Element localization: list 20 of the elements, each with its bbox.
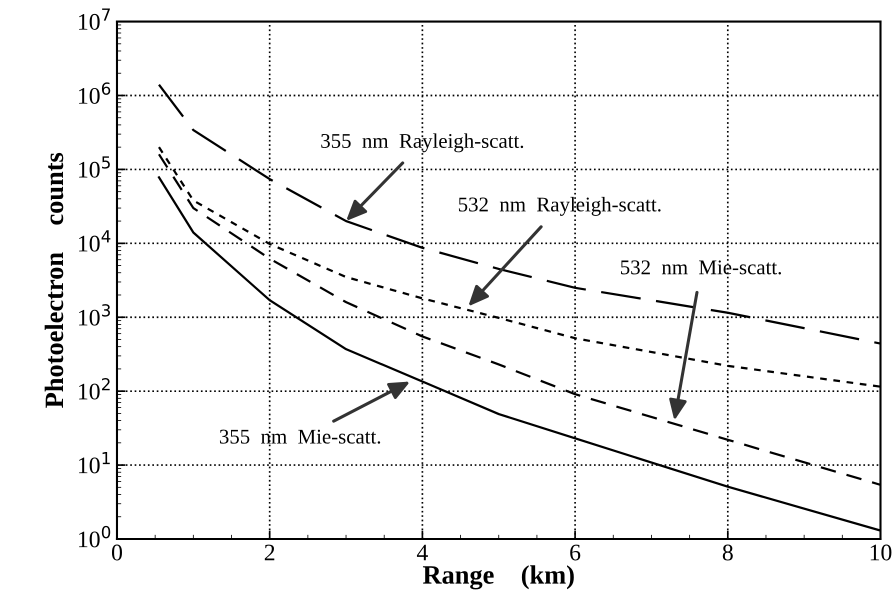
y-axis-title: Photoelectron counts bbox=[44, 152, 64, 408]
x-tick-label: 2 bbox=[264, 544, 274, 560]
y-tick-label: 10$^{3}$ bbox=[79, 304, 110, 326]
annotation: 355 nm Rayleigh-scatt. bbox=[321, 133, 524, 152]
x-tick-label: 4 bbox=[416, 544, 428, 560]
y-tick-label: 10$^{6}$ bbox=[79, 82, 110, 104]
x-tick-label: 6 bbox=[570, 544, 580, 560]
y-tick-label: 10$^{2}$ bbox=[79, 378, 110, 400]
annotation: 355 nm Mie-scatt. bbox=[220, 430, 380, 444]
y-tick-label: 10$^{7}$ bbox=[79, 8, 110, 30]
x-tick-label: 8 bbox=[722, 544, 733, 560]
y-tick-label: 10$^{5}$ bbox=[79, 156, 110, 178]
x-tick-label: 0 bbox=[112, 544, 122, 560]
y-tick-label: 10$^{4}$ bbox=[79, 230, 110, 252]
y-tick-label: 10$^{1}$ bbox=[79, 452, 110, 474]
y-tick-label: 10$^{0}$ bbox=[79, 526, 110, 548]
x-axis-title: Range (km) bbox=[422, 565, 574, 590]
annotation: 532 nm Rayleigh-scatt. bbox=[458, 196, 661, 216]
x-tick-label: 10 bbox=[870, 544, 892, 560]
annotation: 532 nm Mie-scatt. bbox=[620, 260, 781, 274]
